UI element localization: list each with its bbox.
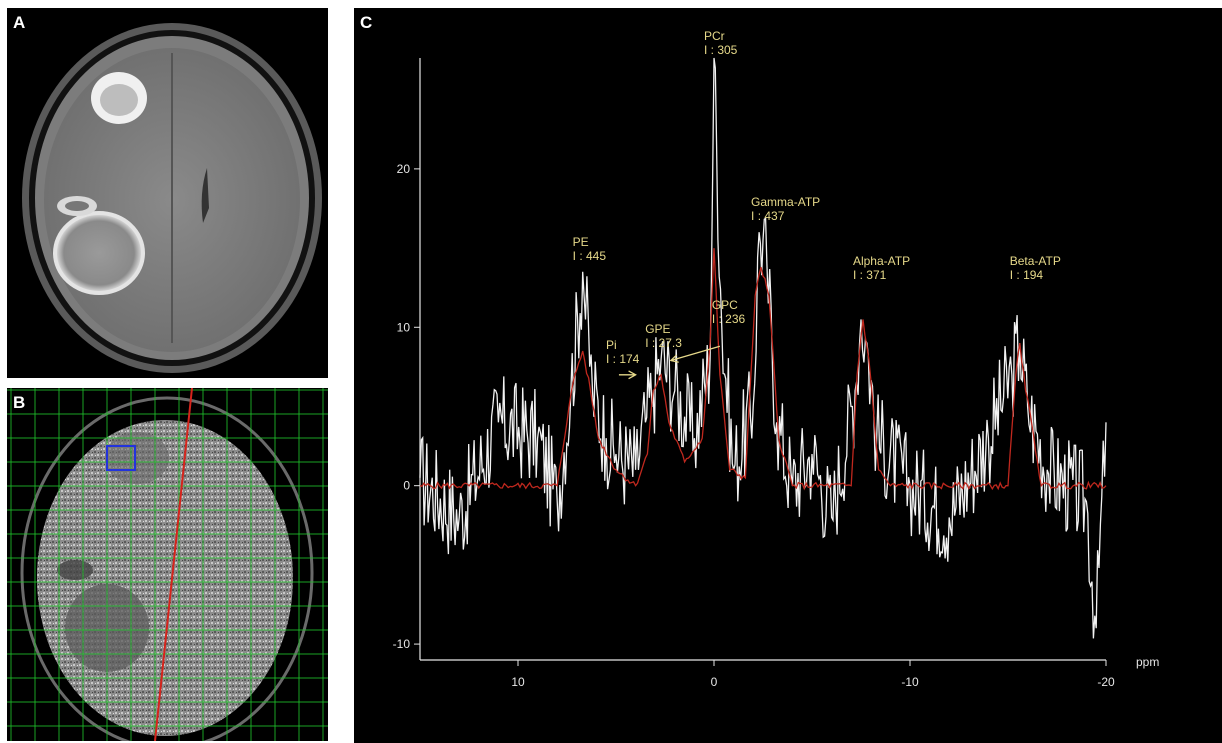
mrsi-grid-image (7, 388, 328, 741)
panel-b-label: B (13, 393, 26, 412)
peak-name: Pi (606, 338, 617, 352)
peak-name: Alpha-ATP (853, 254, 910, 268)
annotation-arrow (670, 345, 721, 362)
peak-integral: I : 194 (1010, 268, 1044, 282)
panel-c-spectrum-chart: 20 10 0 -10 10 0 -10 -20 ppm PCr I : 305 Gamma-ATP… (354, 8, 1222, 743)
y-tick-label: 0 (403, 479, 410, 493)
peak-integral: I : 27.3 (645, 336, 682, 350)
panel-b-grid-image: B (7, 388, 328, 741)
peak-integral: I : 174 (606, 352, 640, 366)
mri-axial-image (22, 23, 322, 373)
fitted-spectrum-line (419, 248, 1107, 491)
x-tick-label: -10 (901, 675, 919, 689)
arrow-head (628, 370, 637, 380)
peak-name: GPC (712, 298, 738, 312)
arrow-head (669, 354, 679, 363)
peak-integral: I : 437 (751, 209, 785, 223)
y-tick-label: 20 (397, 162, 411, 176)
selected-voxel[interactable] (106, 445, 136, 471)
y-tick-label: -10 (393, 637, 411, 651)
peak-integral: I : 445 (573, 249, 607, 263)
peak-name: Beta-ATP (1010, 254, 1061, 268)
peak-annotation: PEI : 445 (573, 235, 607, 263)
raw-spectrum-line (419, 57, 1107, 639)
x-axis-label: ppm (1136, 655, 1159, 669)
grid-overlay (7, 388, 328, 741)
peak-integral: I : 371 (853, 268, 887, 282)
panel-c-label: C (360, 13, 373, 32)
peak-name: PCr (704, 29, 725, 43)
panel-a-mri-image: A (7, 8, 328, 378)
lesion-temporal (53, 211, 145, 295)
peak-integral: I : 305 (704, 43, 738, 57)
y-tick-label: 10 (397, 320, 411, 334)
x-tick-label: 0 (711, 675, 718, 689)
peak-name: GPE (645, 322, 670, 336)
peak-integral: I : 236 (712, 312, 746, 326)
peak-name: PE (573, 235, 589, 249)
panel-a-label: A (13, 13, 26, 32)
peak-annotation: PiI : 174 (606, 338, 640, 366)
x-tick-label: 10 (511, 675, 525, 689)
peak-name: Gamma-ATP (751, 195, 820, 209)
x-tick-label: -20 (1097, 675, 1115, 689)
midline-marker (154, 388, 193, 741)
